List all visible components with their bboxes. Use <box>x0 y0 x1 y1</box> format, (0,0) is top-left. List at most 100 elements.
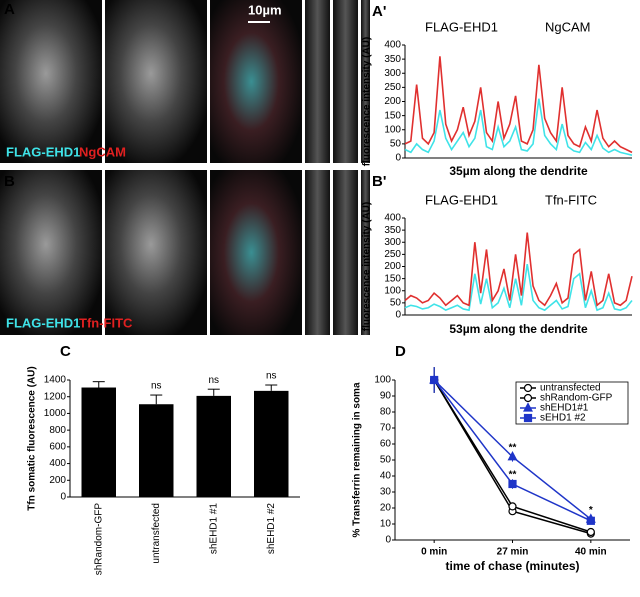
y-tick-label: 1400 <box>44 375 67 386</box>
y-tick-label: 50 <box>390 298 402 309</box>
y-tick-label: 1200 <box>44 391 67 402</box>
y-tick-label: 300 <box>384 68 401 79</box>
bar <box>139 404 174 497</box>
x-tick-label: shRandom-GFP <box>93 503 104 576</box>
significance: ** <box>509 442 517 453</box>
scale-label: 10µm <box>248 2 282 17</box>
significance: ** <box>509 470 517 481</box>
y-tick-label: 150 <box>384 273 401 284</box>
y-tick-label: 30 <box>380 487 392 498</box>
legend-entry: untransfected <box>540 383 601 394</box>
channel-label: NgCAM <box>79 144 126 159</box>
x-tick-label: untransfected <box>151 503 162 564</box>
panel-letter: B <box>4 173 15 190</box>
y-tick-label: 1000 <box>44 408 67 419</box>
significance: ns <box>266 371 277 382</box>
marker <box>507 451 518 461</box>
significance: ns <box>151 381 162 392</box>
image <box>333 0 358 163</box>
y-tick-label: 150 <box>384 110 401 121</box>
series-line <box>404 263 633 312</box>
y-tick-label: 300 <box>384 237 401 248</box>
image <box>105 170 207 335</box>
micrograph-row-b: B FLAG-EHD1 Tfn-FITC <box>0 170 370 335</box>
panel-letter: B' <box>372 173 386 190</box>
x-tick-label: shEHD1 #1 <box>208 503 219 555</box>
legend-entry: NgCAM <box>545 19 591 34</box>
y-tick-label: 100 <box>374 375 391 386</box>
y-tick-label: 400 <box>384 40 401 51</box>
series-line <box>404 98 633 156</box>
y-tick-label: 600 <box>49 441 66 452</box>
marker <box>430 375 439 385</box>
y-tick-label: 250 <box>384 82 401 93</box>
micrograph-row-a: A FLAG-EHD1 NgCAM 10µm <box>0 0 370 163</box>
y-tick-label: 10 <box>380 519 392 530</box>
legend-entry: shEHD1#1 <box>540 403 589 414</box>
y-tick-label: 0 <box>60 492 66 503</box>
y-tick-label: 0 <box>395 153 401 164</box>
y-tick-label: 0 <box>395 310 401 321</box>
panel-letter: D <box>395 343 406 360</box>
y-tick-label: 0 <box>385 535 391 546</box>
image <box>305 170 330 335</box>
marker <box>523 413 533 423</box>
x-axis-label: 35µm along the dendrite <box>449 164 588 178</box>
legend-entry: shRandom-GFP <box>540 393 613 404</box>
y-tick-label: 200 <box>384 96 401 107</box>
legend-entry: FLAG-EHD1 <box>425 19 498 34</box>
bar <box>196 395 231 497</box>
image <box>0 170 102 335</box>
y-axis-label: % Transferrin remaining in soma <box>352 382 363 537</box>
y-tick-label: 400 <box>49 458 66 469</box>
image <box>0 0 102 163</box>
y-tick-label: 200 <box>384 261 401 272</box>
panel-letter: C <box>60 343 71 360</box>
legend-box <box>515 381 629 425</box>
y-tick-label: 60 <box>380 439 392 450</box>
bar <box>81 387 116 497</box>
legend-entry: FLAG-EHD1 <box>425 192 498 207</box>
y-tick-label: 250 <box>384 249 401 260</box>
y-tick-label: 50 <box>380 455 392 466</box>
y-tick-label: 50 <box>390 139 402 150</box>
x-tick-label: 0 min <box>421 547 447 558</box>
x-tick-label: 27 min <box>497 547 529 558</box>
y-tick-label: 350 <box>384 54 401 65</box>
channel-label: FLAG-EHD1 <box>6 144 80 159</box>
y-axis-label: Tfn somatic fluorescence (AU) <box>27 366 38 510</box>
y-tick-label: 80 <box>380 407 392 418</box>
x-tick-label: 40 min <box>575 547 607 558</box>
x-axis-label: 53µm along the dendrite <box>449 322 588 336</box>
y-tick-label: 800 <box>49 425 66 436</box>
bar <box>254 390 289 497</box>
image <box>210 0 302 163</box>
y-tick-label: 200 <box>49 475 66 486</box>
series-line <box>404 56 633 154</box>
y-tick-label: 400 <box>384 213 401 224</box>
y-tick-label: 350 <box>384 225 401 236</box>
marker <box>523 393 533 403</box>
channel-label: Tfn-FITC <box>79 315 133 330</box>
y-tick-label: 70 <box>380 423 392 434</box>
panel-letter: A' <box>372 3 386 20</box>
significance: ns <box>208 375 219 386</box>
y-tick-label: 100 <box>384 124 401 135</box>
y-tick-label: 100 <box>384 285 401 296</box>
y-tick-label: 90 <box>380 391 392 402</box>
image <box>210 170 302 335</box>
marker <box>586 516 595 525</box>
image <box>305 0 330 163</box>
marker <box>508 502 517 511</box>
legend-entry: sEHD1 #2 <box>540 413 586 424</box>
marker <box>523 402 533 412</box>
image <box>361 0 370 163</box>
series-line <box>404 232 633 307</box>
x-axis-label: time of chase (minutes) <box>445 559 579 573</box>
significance: * <box>589 505 593 516</box>
marker <box>523 383 533 393</box>
y-tick-label: 40 <box>380 471 392 482</box>
channel-label: FLAG-EHD1 <box>6 315 80 330</box>
y-axis-label: fluorescence intensity (AU) <box>362 37 373 166</box>
marker <box>508 479 517 489</box>
